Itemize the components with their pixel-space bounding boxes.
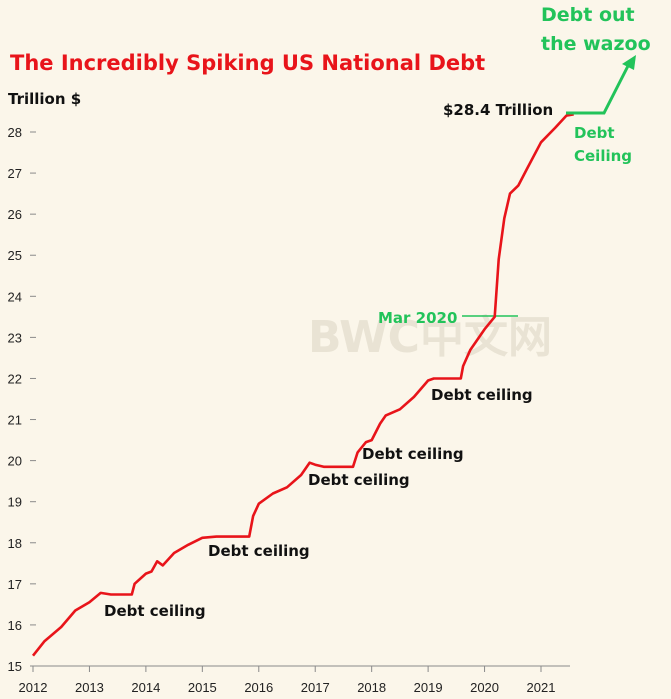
debt-ceiling-label-2018: Debt ceiling [362,445,464,463]
debt-ceiling-label-2017: Debt ceiling [308,471,410,489]
debt-ceiling-label-2019: Debt ceiling [431,386,533,404]
x-tick-label: 2020 [470,680,499,695]
y-tick-label: 28 [8,125,22,140]
peak-value-label: $28.4 Trillion [443,101,553,119]
y-tick-label: 18 [8,536,22,551]
y-tick-label: 22 [8,371,22,386]
y-axis-ticks: 15 16 17 18 19 20 21 22 23 24 25 26 27 28 [8,125,36,674]
y-tick-label: 23 [8,330,22,345]
chart-title: The Incredibly Spiking US National Debt [10,51,485,75]
y-tick-label: 16 [8,618,22,633]
x-tick-label: 2012 [19,680,48,695]
y-tick-label: 15 [8,659,22,674]
y-tick-label: 24 [8,289,22,304]
y-tick-label: 26 [8,207,22,222]
y-tick-label: 25 [8,248,22,263]
x-tick-label: 2017 [301,680,330,695]
wazoo-arrow-head-icon [622,55,636,70]
wazoo-arrow-line [566,61,632,115]
x-tick-label: 2021 [527,680,556,695]
x-tick-label: 2019 [414,680,443,695]
debt-series-line [31,113,574,657]
y-tick-label: 27 [8,166,22,181]
y-tick-label: 20 [8,454,22,469]
x-tick-label: 2014 [131,680,160,695]
x-tick-label: 2018 [357,680,386,695]
wazoo-label-line-2: the wazoo [541,33,651,55]
x-axis-ticks: 2012 2013 2014 2015 2016 2017 2018 2019 2020 2021 [19,666,556,695]
x-tick-label: 2013 [75,680,104,695]
y-tick-label: 21 [8,413,22,428]
watermark-text: BWC中文网 [308,312,552,363]
wazoo-label-line-1: Debt out [541,4,635,26]
debt-ceiling-2021-label-line-2: Ceiling [574,147,632,165]
debt-ceiling-label-2013: Debt ceiling [104,602,206,620]
debt-ceiling-label-2015: Debt ceiling [208,542,310,560]
x-tick-label: 2016 [244,680,273,695]
debt-ceiling-2021-label-line-1: Debt [574,124,615,142]
y-tick-label: 19 [8,495,22,510]
y-axis-label: Trillion $ [8,90,81,108]
x-tick-label: 2015 [188,680,217,695]
y-tick-label: 17 [8,577,22,592]
mar-2020-label: Mar 2020 [378,309,457,327]
